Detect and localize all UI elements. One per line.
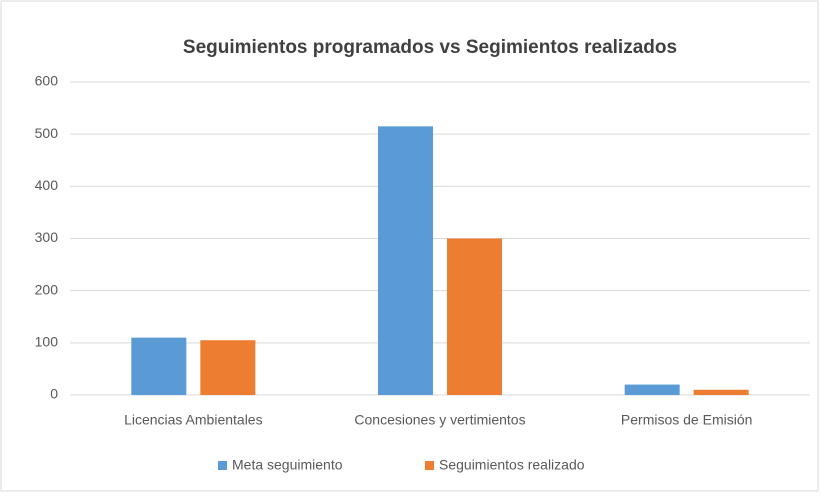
bar [624, 384, 680, 395]
bar [378, 126, 433, 395]
y-tick-label: 300 [35, 229, 59, 245]
y-tick-label: 100 [35, 334, 59, 350]
bar [693, 389, 749, 395]
x-tick-label: Licencias Ambientales [124, 412, 263, 428]
legend-label: Meta seguimiento [232, 457, 343, 473]
legend-swatch [218, 461, 227, 470]
bar [131, 337, 187, 395]
x-tick-label: Permisos de Emisión [621, 412, 753, 428]
bar [200, 340, 256, 395]
bar [447, 238, 502, 395]
legend-label: Seguimientos realizado [439, 457, 585, 473]
x-tick-label: Concesiones y vertimientos [354, 412, 525, 428]
y-tick-label: 500 [35, 125, 59, 141]
y-tick-label: 600 [35, 73, 59, 89]
y-tick-label: 200 [35, 281, 59, 297]
y-tick-label: 0 [50, 386, 58, 402]
chart-title: Seguimientos programados vs Segimientos … [183, 37, 677, 58]
legend-swatch [425, 461, 434, 470]
y-tick-label: 400 [35, 177, 59, 193]
